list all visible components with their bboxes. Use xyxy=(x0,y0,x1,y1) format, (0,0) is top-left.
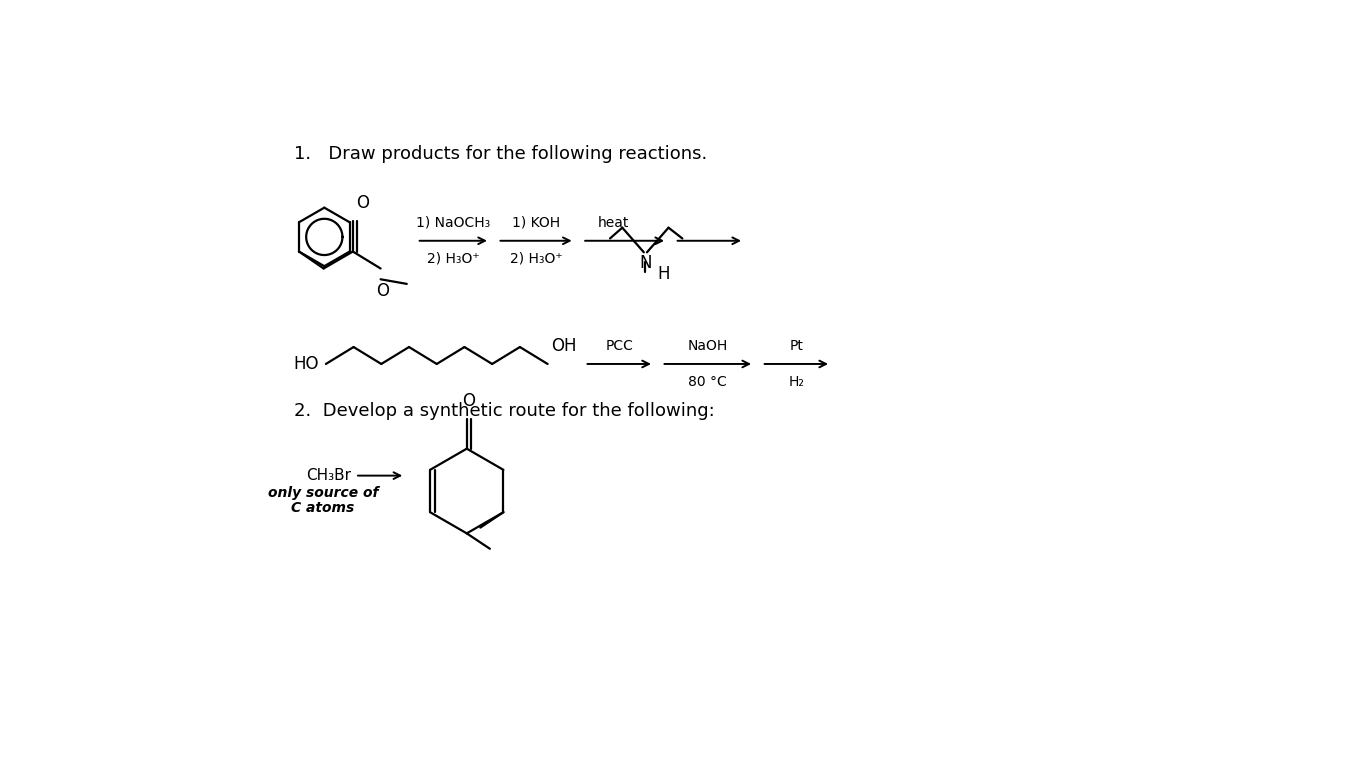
Text: 2.  Develop a synthetic route for the following:: 2. Develop a synthetic route for the fol… xyxy=(294,402,714,420)
Text: HO: HO xyxy=(294,355,320,373)
Text: H₂: H₂ xyxy=(788,375,805,389)
Text: only source of: only source of xyxy=(268,485,378,499)
Text: Pt: Pt xyxy=(790,339,803,353)
Text: 2) H₃O⁺: 2) H₃O⁺ xyxy=(428,252,479,266)
Text: C atoms: C atoms xyxy=(291,501,354,515)
Text: 1) NaOCH₃: 1) NaOCH₃ xyxy=(417,216,490,230)
Text: PCC: PCC xyxy=(605,339,634,353)
Text: O: O xyxy=(462,392,475,410)
Text: OH: OH xyxy=(550,336,576,355)
Text: 1.   Draw products for the following reactions.: 1. Draw products for the following react… xyxy=(294,144,706,163)
Text: CH₃Br: CH₃Br xyxy=(306,468,351,483)
Text: NaOH: NaOH xyxy=(687,339,728,353)
Text: O: O xyxy=(357,194,369,211)
Text: O: O xyxy=(376,283,389,300)
Text: 80 °C: 80 °C xyxy=(688,375,727,389)
Text: H: H xyxy=(657,265,671,283)
Text: 2) H₃O⁺: 2) H₃O⁺ xyxy=(510,252,563,266)
Text: heat: heat xyxy=(597,216,628,230)
Text: 1) KOH: 1) KOH xyxy=(512,216,560,230)
Text: N: N xyxy=(639,254,652,272)
